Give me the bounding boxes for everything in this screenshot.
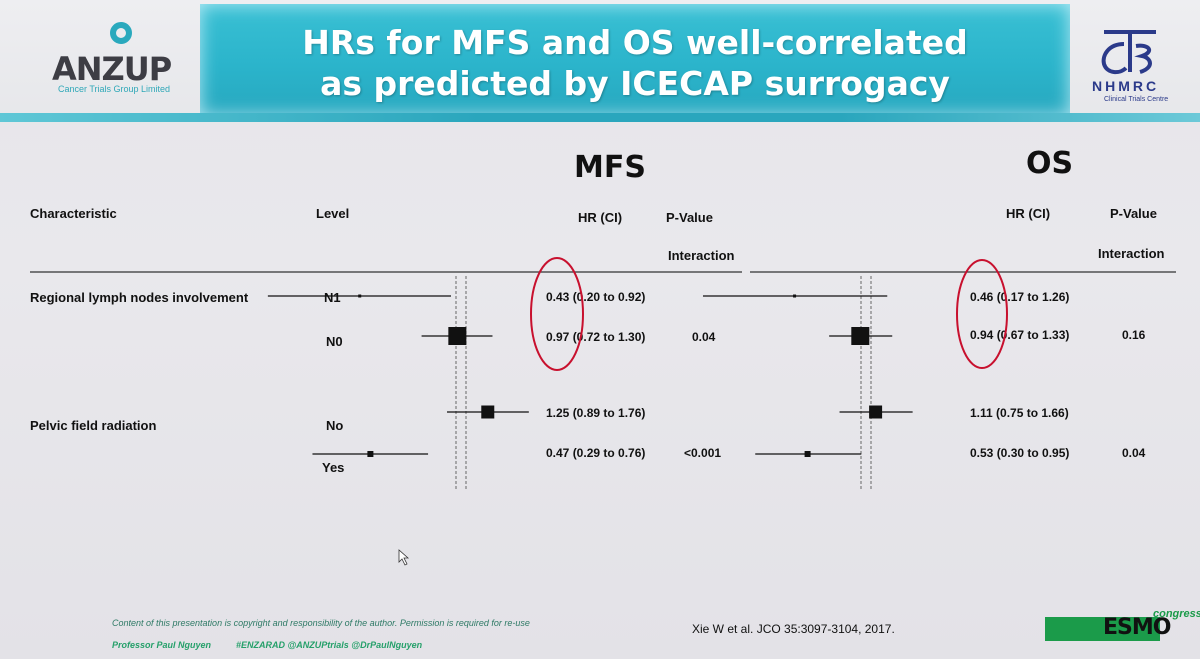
level-n0: N0: [326, 334, 343, 349]
characteristic-lymph-nodes: Regional lymph nodes involvement: [30, 290, 249, 305]
os-hr-label: 0.94 (0.67 to 1.33): [970, 328, 1070, 342]
mfs-hr-label: 1.25 (0.89 to 1.76): [546, 406, 646, 420]
level-header: Level: [316, 206, 350, 221]
esmo-congress-text: congress: [1153, 608, 1200, 620]
title-line-1: HRs for MFS and OS well-correlated: [302, 23, 968, 62]
os-hr-marker: [804, 451, 811, 457]
social-tags: #ENZARAD @ANZUPtrials @DrPaulNguyen: [236, 640, 423, 650]
level-yes: Yes: [322, 460, 345, 475]
mfs-p-value: 0.04: [692, 330, 716, 344]
characteristic-pelvic-radiation: Pelvic field radiation: [30, 418, 157, 433]
mfs-hr-label: 0.97 (0.72 to 1.30): [546, 330, 646, 344]
os-interaction-header: Interaction: [1098, 246, 1165, 261]
os-hr-ci-header: HR (CI): [1006, 206, 1051, 221]
mfs-hr-label: 0.47 (0.29 to 0.76): [546, 446, 646, 460]
title-box: [200, 4, 1070, 116]
esmo-logo-text: ESMO: [1103, 615, 1171, 640]
title-underline: [0, 113, 1200, 122]
nhmrc-logo: NHMRC Clinical Trials Centre: [1090, 22, 1180, 112]
mfs-header: MFS: [574, 150, 646, 185]
os-hr-marker: [869, 405, 883, 419]
mouse-cursor-icon: [398, 549, 410, 566]
mfs-interaction-header: Interaction: [668, 248, 735, 263]
mfs-hr-ci-header: HR (CI): [578, 210, 623, 225]
anzup-logo-text: ANZUP: [52, 50, 172, 88]
anzup-logo: ANZUP Cancer Trials Group Limited: [50, 22, 200, 102]
level-no: No: [326, 418, 344, 433]
mfs-hr-marker: [358, 294, 362, 298]
os-hr-marker: [851, 327, 870, 345]
anzup-ring-icon: [110, 22, 132, 44]
mfs-p-value-header: P-Value: [666, 210, 713, 225]
os-header: OS: [1026, 146, 1074, 181]
mfs-annotation-circle: [530, 257, 584, 371]
os-hr-label: 0.53 (0.30 to 0.95): [970, 446, 1070, 460]
title-line-2: as predicted by ICECAP surrogacy: [320, 64, 950, 103]
os-p-value-header: P-Value: [1110, 206, 1157, 221]
os-p-value: 0.16: [1122, 328, 1146, 342]
esmo-congress-logo: ESMO congress: [1045, 605, 1200, 643]
nhmrc-logo-text: NHMRC: [1092, 78, 1160, 94]
nhmrc-logo-tagline: Clinical Trials Centre: [1104, 96, 1169, 103]
presenter-name: Professor Paul Nguyen: [112, 640, 212, 650]
citation: Xie W et al. JCO 35:3097-3104, 2017.: [692, 622, 895, 636]
mfs-hr-marker: [481, 405, 495, 419]
os-annotation-circle: [956, 259, 1008, 369]
mfs-hr-marker: [367, 451, 374, 457]
slide-title: HRs for MFS and OS well-correlated as pr…: [200, 22, 1070, 104]
characteristic-header: Characteristic: [30, 206, 117, 221]
os-hr-marker: [793, 294, 797, 298]
mfs-p-value: <0.001: [684, 446, 722, 460]
anzup-logo-tagline: Cancer Trials Group Limited: [58, 84, 171, 94]
nhmrc-emblem-icon: [1101, 30, 1156, 75]
esmo-green-bar: [1045, 617, 1160, 641]
os-hr-label: 1.11 (0.75 to 1.66): [970, 406, 1069, 420]
copyright-notice: Content of this presentation is copyrigh…: [112, 618, 530, 628]
mfs-forest-panel: [267, 276, 529, 490]
mfs-hr-label: 0.43 (0.20 to 0.92): [546, 290, 646, 304]
os-p-value: 0.04: [1122, 446, 1146, 460]
os-hr-label: 0.46 (0.17 to 1.26): [970, 290, 1070, 304]
os-forest-panel: [702, 276, 913, 490]
mfs-hr-marker: [448, 327, 467, 345]
level-n1: N1: [324, 290, 341, 305]
